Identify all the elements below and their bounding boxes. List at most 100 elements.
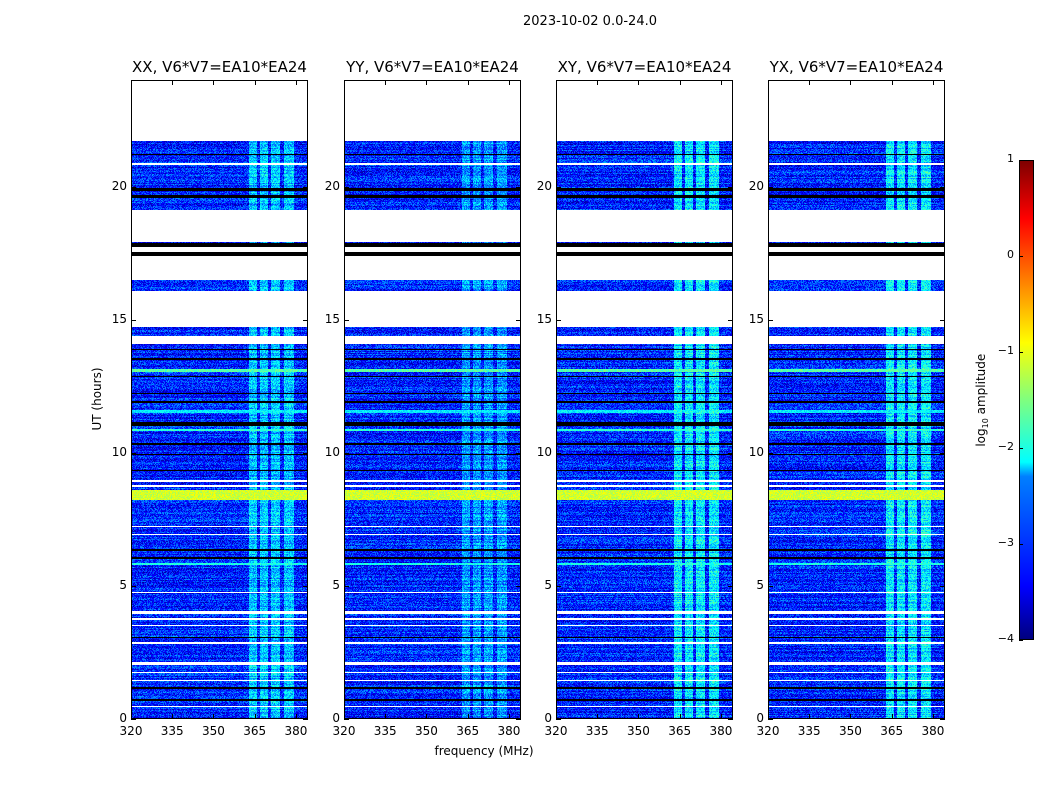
y-tick-mark <box>131 585 136 587</box>
y-tick-label: 20 <box>536 178 552 193</box>
colorbar-tick-label: −3 <box>997 536 1014 549</box>
x-tick-label: 365 <box>668 724 692 738</box>
y-tick-mark <box>728 452 733 454</box>
y-tick-label: 10 <box>536 444 552 459</box>
x-tick-label: 335 <box>797 724 821 738</box>
x-tick-mark <box>254 80 256 85</box>
y-tick-mark <box>940 186 945 188</box>
x-tick-label: 380 <box>497 724 521 738</box>
x-tick-mark <box>172 714 174 719</box>
x-tick-label: 365 <box>880 724 904 738</box>
y-tick-mark <box>344 719 349 720</box>
x-tick-mark <box>850 714 852 719</box>
x-tick-label: 335 <box>160 724 184 738</box>
x-tick-mark <box>720 714 722 719</box>
colorbar-tick-mark <box>1019 160 1023 161</box>
y-tick-mark <box>344 186 349 188</box>
colorbar-tick-label: −4 <box>997 632 1014 645</box>
y-tick-label: 20 <box>324 178 340 193</box>
y-tick-mark <box>344 452 349 454</box>
x-tick-label: 365 <box>456 724 480 738</box>
x-tick-label: 350 <box>202 724 225 738</box>
panel-title: XX, V6*V7=EA10*EA24 <box>132 58 307 76</box>
y-tick-mark <box>768 585 773 587</box>
y-tick-label: 10 <box>111 444 127 459</box>
y-tick-mark <box>131 319 136 321</box>
x-tick-mark <box>172 80 174 85</box>
y-tick-mark <box>516 719 521 720</box>
y-tick-mark <box>556 319 561 321</box>
heatmap-panel-2 <box>556 80 733 719</box>
y-tick-mark <box>940 319 945 321</box>
x-tick-label: 320 <box>332 724 356 738</box>
x-tick-mark <box>679 714 681 719</box>
y-tick-mark <box>303 319 308 321</box>
y-tick-label: 10 <box>324 444 340 459</box>
y-tick-mark <box>303 186 308 188</box>
y-tick-mark <box>344 319 349 321</box>
x-tick-label: 320 <box>544 724 568 738</box>
colorbar-tick-label: −1 <box>997 344 1014 357</box>
y-tick-mark <box>728 319 733 321</box>
colorbar-tick-label: 0 <box>1007 248 1014 261</box>
y-tick-label: 15 <box>111 311 127 326</box>
heatmap-panel-0 <box>131 80 308 719</box>
y-tick-label: 5 <box>544 577 552 592</box>
x-tick-mark <box>932 80 934 85</box>
y-tick-mark <box>940 452 945 454</box>
heatmap-image <box>132 81 307 718</box>
y-tick-mark <box>516 186 521 188</box>
heatmap-image <box>345 81 520 718</box>
x-tick-mark <box>597 714 599 719</box>
heatmap-panel-1 <box>344 80 521 719</box>
x-tick-mark <box>508 80 510 85</box>
y-tick-label: 0 <box>332 711 340 725</box>
x-tick-mark <box>213 714 215 719</box>
colorbar-tick-label: −2 <box>997 440 1014 453</box>
y-tick-mark <box>556 186 561 188</box>
heatmap-image <box>769 81 944 718</box>
x-tick-label: 350 <box>415 724 438 738</box>
x-tick-mark <box>891 714 893 719</box>
x-tick-mark <box>254 714 256 719</box>
x-tick-mark <box>638 80 640 85</box>
x-tick-label: 335 <box>373 724 397 738</box>
y-tick-label: 15 <box>536 311 552 326</box>
y-tick-mark <box>768 319 773 321</box>
x-tick-mark <box>131 714 132 719</box>
y-tick-mark <box>728 186 733 188</box>
x-tick-mark <box>508 714 510 719</box>
y-tick-mark <box>556 585 561 587</box>
heatmap-panel-3 <box>768 80 945 719</box>
x-tick-mark <box>344 80 345 85</box>
x-tick-mark <box>344 714 345 719</box>
y-tick-mark <box>131 186 136 188</box>
heatmap-image <box>557 81 732 718</box>
colorbar-label: log10 amplitude <box>973 353 991 447</box>
x-tick-mark <box>768 714 769 719</box>
y-tick-mark <box>344 585 349 587</box>
y-tick-label: 5 <box>119 577 127 592</box>
colorbar-tick-mark <box>1019 256 1023 257</box>
x-tick-mark <box>295 80 297 85</box>
y-tick-mark <box>516 585 521 587</box>
panel-title: YX, V6*V7=EA10*EA24 <box>769 58 944 76</box>
x-tick-mark <box>131 80 132 85</box>
colorbar-tick-label: 1 <box>1007 152 1014 165</box>
y-tick-label: 10 <box>748 444 764 459</box>
colorbar <box>1019 160 1034 640</box>
y-tick-mark <box>556 719 561 720</box>
y-tick-mark <box>728 585 733 587</box>
y-tick-mark <box>303 452 308 454</box>
x-tick-mark <box>426 714 428 719</box>
colorbar-tick-mark <box>1019 544 1023 545</box>
x-tick-mark <box>850 80 852 85</box>
x-tick-label: 350 <box>839 724 862 738</box>
y-tick-mark <box>303 585 308 587</box>
panel-title: YY, V6*V7=EA10*EA24 <box>346 58 519 76</box>
x-tick-label: 335 <box>585 724 609 738</box>
x-tick-mark <box>932 714 934 719</box>
y-tick-mark <box>131 452 136 454</box>
colorbar-tick-mark <box>1019 640 1023 641</box>
y-tick-mark <box>516 452 521 454</box>
